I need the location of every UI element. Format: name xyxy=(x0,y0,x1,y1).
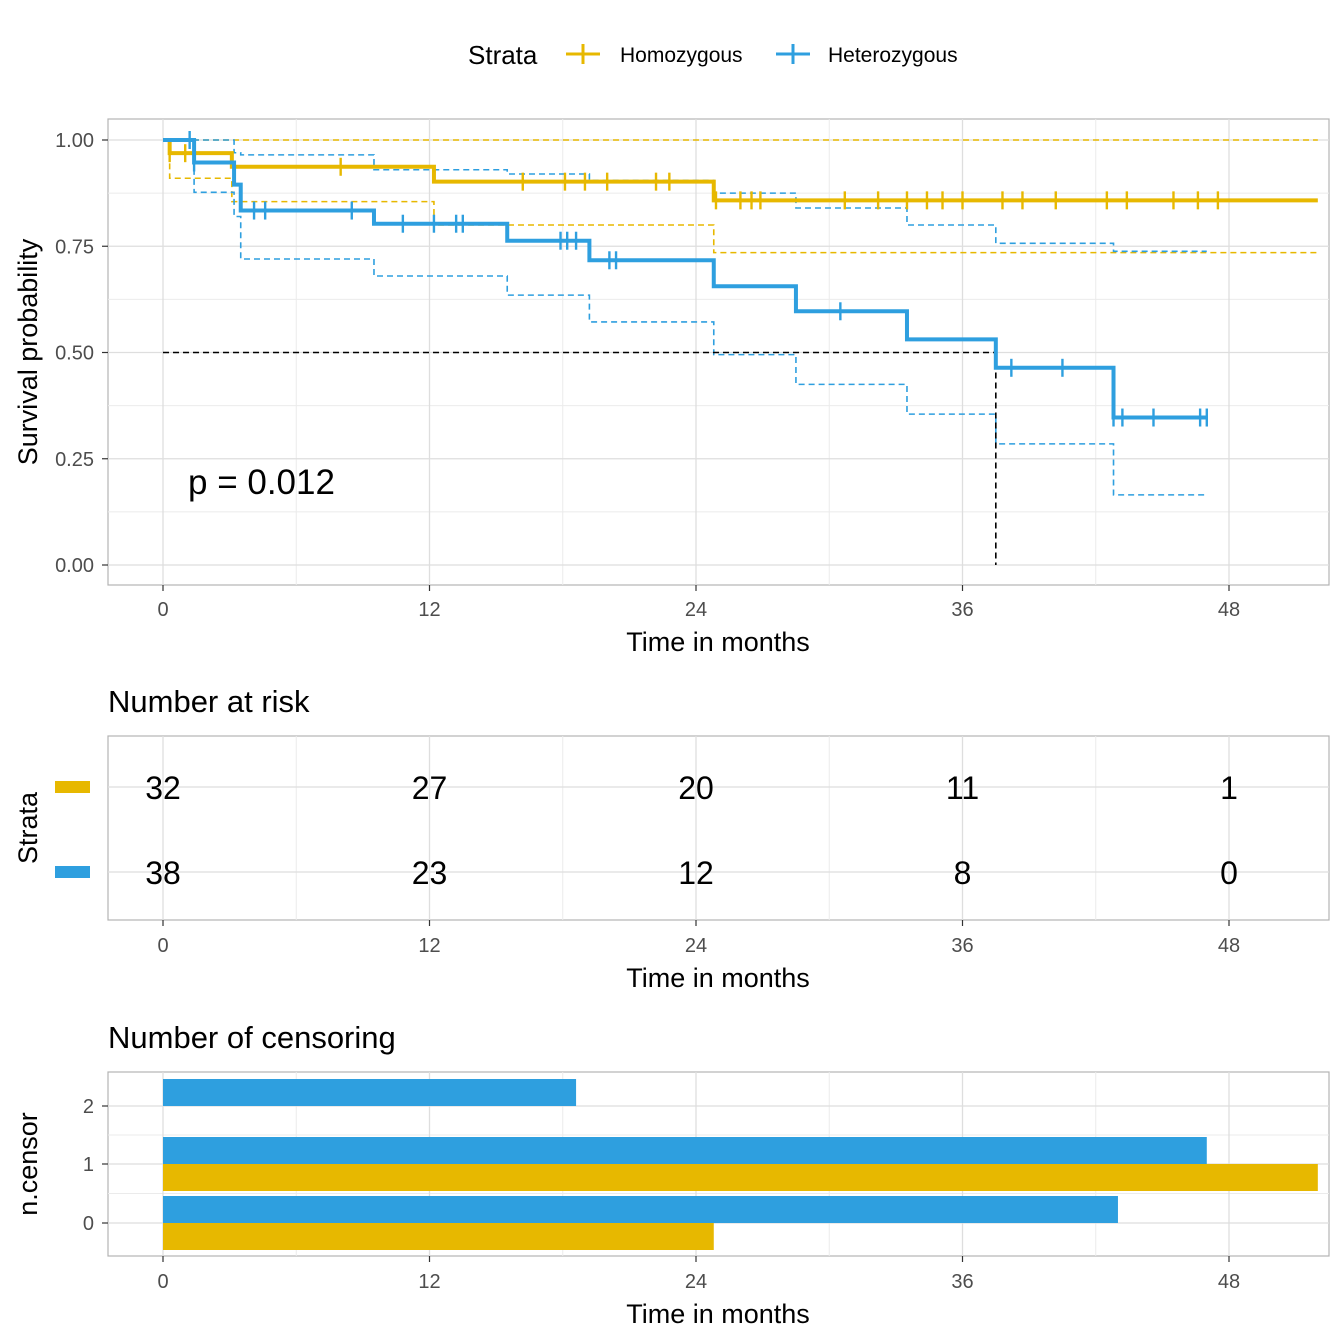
censoring-y-tick-label: 1 xyxy=(83,1154,94,1176)
risk-x-tick-label: 24 xyxy=(685,935,707,957)
legend-label-homozygous: Homozygous xyxy=(620,44,743,67)
survival-y-tick-labels: 0.00 0.25 0.50 0.75 1.00 xyxy=(55,130,108,577)
censoring-x-axis-title: Time in months xyxy=(626,1299,810,1329)
risk-x-tick-labels: 0 12 24 36 48 xyxy=(157,920,1240,957)
risk-cell: 1 xyxy=(1220,770,1238,806)
survival-x-tick-labels: 0 12 24 36 48 xyxy=(157,585,1240,621)
censoring-y-axis-title: n.censor xyxy=(13,1112,43,1216)
risk-table-panel: Number at risk 32 27 20 11 138 23 12 8 0 0 12 24 36… xyxy=(13,684,1330,993)
censoring-x-tick-label: 12 xyxy=(418,1271,440,1293)
censoring-x-tick-label: 24 xyxy=(685,1271,707,1293)
survival-x-tick-label: 36 xyxy=(951,599,973,621)
censoring-bar-heterozygous xyxy=(163,1079,577,1106)
censoring-panel: Number of censoring 0 12 24 36 48 012 Time i… xyxy=(13,1020,1330,1329)
risk-cell: 23 xyxy=(412,855,448,891)
risk-cell: 12 xyxy=(678,855,714,891)
risk-cell: 27 xyxy=(412,770,448,806)
censoring-x-tick-label: 0 xyxy=(157,1271,168,1293)
censoring-y-tick-label: 2 xyxy=(83,1096,94,1118)
median-survival-lines xyxy=(163,351,997,565)
censoring-x-tick-labels: 0 12 24 36 48 xyxy=(157,1256,1240,1293)
survival-x-tick-label: 0 xyxy=(157,599,168,621)
p-value-annotation: p = 0.012 xyxy=(188,463,335,502)
censoring-bars xyxy=(163,1079,1318,1250)
ci-lower-line xyxy=(163,139,1318,254)
risk-cell: 20 xyxy=(678,770,714,806)
legend-title: Strata xyxy=(468,40,538,70)
risk-x-tick-label: 36 xyxy=(951,935,973,957)
survival-y-axis-title: Survival probability xyxy=(13,238,43,465)
survival-x-tick-label: 48 xyxy=(1218,599,1240,621)
survival-curve-heterozygous xyxy=(163,138,1207,420)
ci-upper-line xyxy=(163,139,1207,253)
risk-cell: 32 xyxy=(145,770,181,806)
survival-y-tick-label: 1.00 xyxy=(55,130,94,152)
censor-marks xyxy=(168,131,1220,427)
risk-x-tick-label: 48 xyxy=(1218,935,1240,957)
censoring-title: Number of censoring xyxy=(108,1020,396,1055)
risk-x-tick-label: 0 xyxy=(157,935,168,957)
survival-x-axis-title: Time in months xyxy=(626,627,810,657)
risk-cell: 38 xyxy=(145,855,181,891)
risk-strata-key xyxy=(55,781,90,793)
survival-y-tick-label: 0.50 xyxy=(55,343,94,365)
survival-x-tick-label: 24 xyxy=(685,599,707,621)
risk-table-title: Number at risk xyxy=(108,684,310,719)
risk-x-axis-title: Time in months xyxy=(626,963,810,993)
censoring-y-tick-label: 0 xyxy=(83,1213,94,1235)
risk-table-border xyxy=(107,735,1330,921)
censoring-bar-heterozygous xyxy=(163,1196,1118,1223)
risk-cell: 8 xyxy=(954,855,972,891)
censoring-x-tick-label: 36 xyxy=(951,1271,973,1293)
risk-y-axis-title: Strata xyxy=(13,791,43,864)
survival-x-tick-label: 12 xyxy=(418,599,440,621)
censoring-x-tick-label: 48 xyxy=(1218,1271,1240,1293)
risk-cell: 0 xyxy=(1220,855,1238,891)
risk-table-strata-keys xyxy=(55,781,90,878)
risk-table-grid xyxy=(108,736,1329,920)
survival-y-tick-label: 0.25 xyxy=(55,449,94,471)
legend: Strata Homozygous Heterozygous xyxy=(468,40,958,70)
risk-strata-key xyxy=(55,866,90,878)
ci-lower-line xyxy=(163,139,1207,496)
censoring-bar-homozygous xyxy=(163,1164,1318,1191)
risk-table-cells: 32 27 20 11 138 23 12 8 0 xyxy=(145,770,1238,891)
survival-y-tick-label: 0.75 xyxy=(55,236,94,258)
censoring-y-tick-labels: 0 1 2 xyxy=(83,1096,108,1235)
survival-y-tick-label: 0.00 xyxy=(55,555,94,577)
survival-plot-panel: 0 12 24 36 48 0.00 0.25 0.50 0.75 1.00 p = 0.012… xyxy=(13,118,1330,657)
censoring-bar-heterozygous xyxy=(163,1137,1207,1164)
censoring-bar-homozygous xyxy=(163,1223,714,1250)
risk-cell: 11 xyxy=(946,770,979,806)
risk-x-tick-label: 12 xyxy=(418,935,440,957)
legend-label-heterozygous: Heterozygous xyxy=(828,44,958,67)
